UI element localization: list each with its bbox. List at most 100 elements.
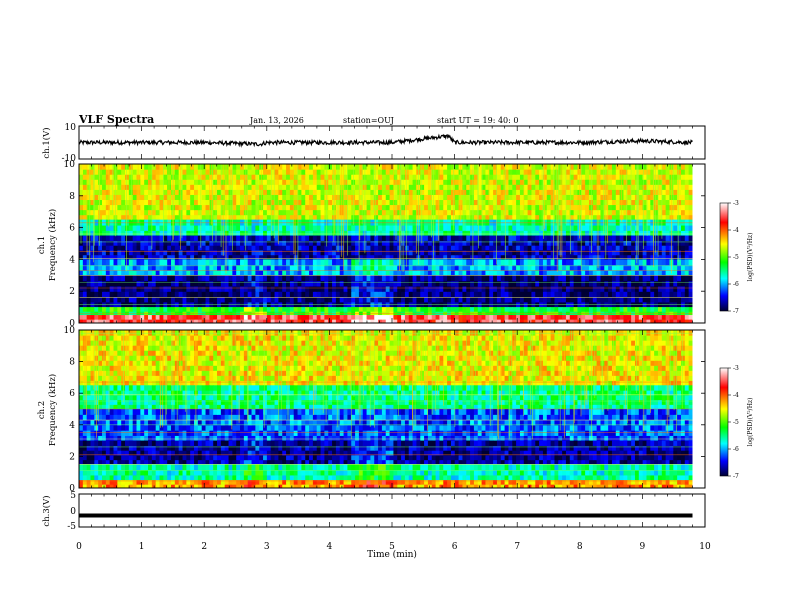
spectrogram-cell	[148, 280, 153, 287]
spectrogram-cell	[374, 174, 379, 180]
spectrogram-cell	[148, 240, 153, 246]
spectrogram-cell	[236, 164, 241, 170]
spectrogram-cell	[466, 280, 471, 287]
spectrogram-cell	[554, 307, 559, 312]
spectrogram-cell	[654, 280, 659, 287]
spectrogram-cell	[128, 174, 134, 180]
spectrogram-cell	[684, 209, 690, 216]
spectrogram-cell	[213, 235, 218, 241]
spectrogram-cell	[623, 189, 628, 195]
spectrogram-cell	[289, 189, 295, 195]
spectrogram-cell	[385, 270, 391, 276]
spectrogram-cell	[174, 199, 180, 206]
spectrogram-cell	[416, 285, 421, 292]
spectrogram-cell	[105, 179, 111, 185]
spectrogram-cell	[611, 235, 617, 241]
spectrogram-cell	[98, 189, 103, 195]
spectrogram-cell	[604, 174, 609, 180]
spectrogram-cell	[496, 319, 502, 323]
spectrogram-cell	[374, 280, 379, 287]
spectrogram-cell	[527, 296, 533, 303]
spectrogram-cell	[619, 254, 625, 260]
spectrogram-cell	[558, 264, 563, 271]
spectrogram-cell	[619, 264, 625, 271]
spectrogram-cell	[638, 249, 644, 256]
spectrogram-cell	[213, 199, 218, 206]
spectrogram-cell	[324, 259, 329, 266]
spectrogram-cell	[581, 214, 586, 221]
spectrogram-cell	[94, 270, 99, 276]
spectrogram-cell	[339, 291, 345, 298]
spectrogram-cell	[657, 209, 663, 216]
spectrogram-cell	[155, 264, 161, 271]
spectrogram-cell	[378, 270, 383, 276]
spectrogram-cell	[447, 164, 452, 170]
spectrogram-cell	[144, 179, 149, 185]
spectrogram-cell	[473, 275, 479, 282]
spectrogram-cell	[562, 307, 567, 312]
spectrogram-cell	[190, 249, 195, 256]
spectrogram-cell	[573, 280, 579, 287]
spectrogram-cell	[404, 204, 410, 211]
spectrogram-cell	[128, 296, 134, 303]
spectrogram-cell	[312, 174, 318, 180]
spectrogram-cell	[278, 270, 283, 276]
spectrogram-cell	[301, 209, 306, 216]
spectrogram-cell	[650, 296, 655, 303]
spectrogram-cell	[481, 307, 487, 312]
spectrogram-cell	[481, 280, 487, 287]
spectrogram-cell	[236, 280, 241, 287]
spectrogram-cell	[151, 307, 157, 312]
spectrogram-cell	[381, 259, 387, 266]
spectrogram-cell	[496, 291, 502, 298]
spectrogram-cell	[289, 179, 295, 185]
spectrogram-cell	[82, 230, 88, 237]
spectrogram-cell	[638, 275, 644, 282]
spectrogram-cell	[293, 319, 299, 323]
spectrogram-cell	[167, 224, 172, 231]
spectrogram-cell	[163, 249, 168, 256]
spectrogram-cell	[205, 275, 210, 282]
spectrogram-cell	[435, 235, 441, 241]
spectrogram-cell	[473, 319, 479, 323]
spectrogram-cell	[420, 285, 425, 292]
spectrogram-cell	[680, 189, 686, 195]
spectrogram-cell	[500, 291, 506, 298]
spectrogram-cell	[247, 194, 253, 201]
spectrogram-cell	[588, 259, 594, 266]
spectrogram-cell	[454, 285, 460, 292]
spectrogram-cell	[627, 249, 632, 256]
spectrogram-cell	[213, 254, 218, 260]
spectrogram-cell	[140, 254, 145, 260]
spectrogram-cell	[470, 254, 475, 260]
spectrogram-cell	[286, 296, 291, 303]
spectrogram-cell	[171, 249, 176, 256]
spectrogram-cell	[309, 249, 314, 256]
spectrogram-cell	[611, 291, 617, 298]
spectrogram-cell	[493, 280, 498, 287]
spectrogram-cell	[665, 249, 671, 256]
spectrogram-cell	[194, 319, 199, 323]
spectrogram-cell	[684, 199, 690, 206]
spectrogram-cell	[527, 230, 533, 237]
spectrogram-cell	[132, 259, 138, 266]
spectrogram-cell	[508, 230, 513, 237]
spectrogram-cell	[527, 245, 533, 251]
spectrogram-cell	[328, 254, 333, 260]
spectrogram-cell	[197, 169, 203, 175]
spectrogram-cell	[332, 245, 337, 251]
spectrogram-cell	[573, 230, 579, 237]
spectrogram-cell	[236, 275, 241, 282]
spectrogram-cell	[596, 280, 602, 287]
spectrogram-cell	[194, 280, 199, 287]
spectrogram-cell	[431, 209, 437, 216]
spectrogram-cell	[178, 291, 184, 298]
spectrogram-cell	[98, 184, 103, 190]
spectrogram-cell	[343, 164, 348, 170]
spectrogram-cell	[286, 164, 291, 170]
spectrogram-cell	[481, 189, 487, 195]
spectrogram-cell	[408, 319, 414, 323]
spectrogram-cell	[163, 254, 168, 260]
spectrogram-cell	[550, 291, 556, 298]
spectrogram-cell	[79, 264, 84, 271]
